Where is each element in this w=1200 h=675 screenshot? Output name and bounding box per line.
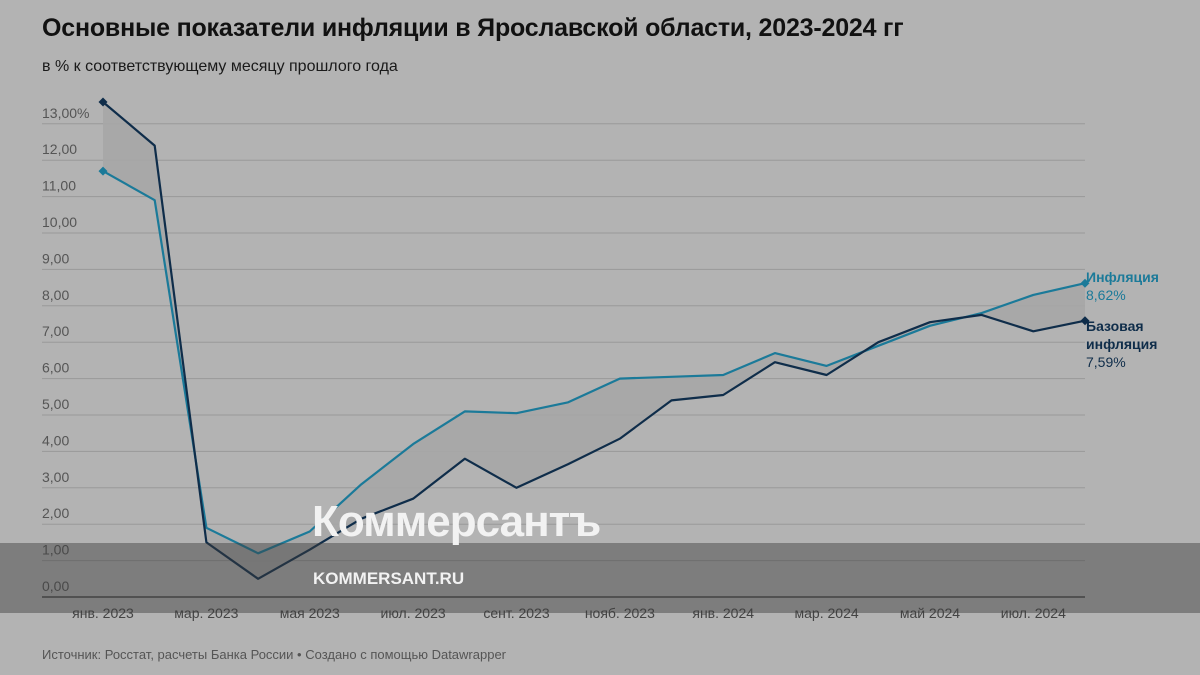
x-tick-label: май 2024 (900, 605, 960, 621)
data-point-marker (98, 166, 108, 176)
y-tick-label: 10,00 (42, 214, 77, 230)
data-point-marker (1080, 278, 1090, 288)
source-note: Источник: Росстат, расчеты Банка России … (42, 647, 507, 662)
label-core-value: 7,59% (1086, 354, 1126, 370)
data-point-marker (1080, 316, 1090, 326)
x-tick-label: сент. 2023 (483, 605, 550, 621)
series-end-labels: Инфляция 8,62% Базовая инфляция 7,59% (1086, 269, 1159, 370)
x-tick-label: нояб. 2023 (585, 605, 655, 621)
x-tick-label: мая 2023 (280, 605, 340, 621)
y-tick-label: 13,00% (42, 105, 89, 121)
label-inflation-value: 8,62% (1086, 287, 1126, 303)
label-core-name-line2: инфляция (1086, 336, 1157, 352)
y-tick-label: 9,00 (42, 250, 69, 266)
x-axis-ticks: янв. 2023 мар. 2023 мая 2023 июл. 2023 сент.… (72, 605, 1066, 621)
watermark-band (0, 543, 1200, 613)
y-tick-label: 4,00 (42, 432, 69, 448)
x-tick-label: июл. 2023 (381, 605, 446, 621)
y-tick-label: 11,00 (42, 178, 76, 194)
x-tick-label: июл. 2024 (1001, 605, 1066, 621)
y-tick-label: 3,00 (42, 469, 69, 485)
label-inflation-name: Инфляция (1086, 269, 1159, 285)
x-tick-label: мар. 2023 (174, 605, 238, 621)
label-core-name-line1: Базовая (1086, 318, 1144, 334)
series-points (98, 97, 1090, 326)
series-line-0 (102, 170, 1086, 555)
chart-title: Основные показатели инфляции в Ярославск… (42, 14, 904, 42)
y-tick-label: 0,00 (42, 578, 69, 594)
y-axis-ticks: 0,00 1,00 2,00 3,00 4,00 5,00 6,00 7,00 8,00 9,00… (42, 105, 89, 594)
series-line-1 (102, 101, 1086, 580)
data-point-marker (98, 97, 108, 107)
x-tick-label: янв. 2023 (72, 605, 134, 621)
y-tick-label: 7,00 (42, 323, 69, 339)
y-tick-label: 12,00 (42, 141, 77, 157)
x-tick-label: мар. 2024 (795, 605, 859, 621)
y-tick-label: 2,00 (42, 505, 69, 521)
chart-subtitle: в % к соответствующему месяцу прошлого г… (42, 58, 398, 75)
series-lines (102, 101, 1086, 580)
line-chart: 0,00 1,00 2,00 3,00 4,00 5,00 6,00 7,00 8,00 9,00… (42, 97, 1159, 621)
watermark-url[interactable]: KOMMERSANT.RU (313, 569, 465, 588)
difference-area (103, 102, 1085, 579)
watermark-brand-logo: Коммерсантъ (312, 497, 601, 546)
x-tick-label: янв. 2024 (692, 605, 754, 621)
y-tick-label: 8,00 (42, 287, 69, 303)
y-tick-label: 1,00 (42, 542, 69, 558)
y-tick-label: 5,00 (42, 396, 69, 412)
y-tick-label: 6,00 (42, 360, 69, 376)
